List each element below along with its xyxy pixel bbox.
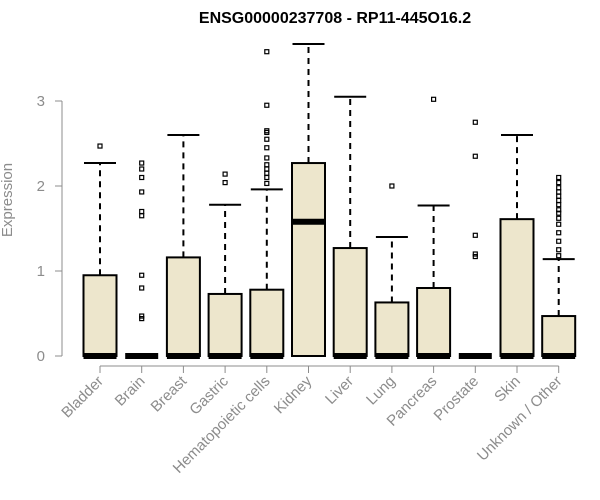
box-group (499, 134, 535, 359)
outlier-point (264, 102, 270, 108)
outlier-point (264, 180, 270, 187)
y-axis-label: Expression (0, 163, 16, 237)
outlier-point (556, 207, 562, 213)
box (374, 301, 410, 358)
outlier-point (139, 285, 145, 291)
outlier-point (556, 197, 562, 204)
outlier-point (222, 180, 228, 186)
y-tick-label: 2 (37, 178, 45, 195)
outlier-point (264, 136, 270, 142)
x-tick-label: Kidney (271, 372, 316, 417)
outlier-point (556, 221, 562, 227)
x-tick-label: Liver (322, 373, 357, 408)
outlier-point (139, 189, 145, 195)
outlier-point (556, 185, 562, 191)
outlier-point (139, 208, 145, 215)
x-tick-label: Brain (112, 373, 149, 410)
box-group (291, 43, 326, 357)
outlier-point (264, 162, 270, 168)
box-group (82, 143, 118, 359)
box-group (541, 174, 577, 359)
x-tick-label: Prostate (431, 373, 483, 425)
outlier-point (139, 272, 145, 278)
outlier-point (472, 251, 478, 257)
y-tick-label: 1 (37, 263, 45, 280)
outlier-point (139, 166, 145, 172)
outlier-point (556, 215, 562, 221)
outlier-point (222, 171, 228, 177)
outlier-point (556, 247, 562, 253)
outlier-point (556, 210, 562, 216)
chart-title: ENSG00000237708 - RP11-445O16.2 (199, 10, 471, 27)
outlier-point (472, 232, 478, 238)
box-group (374, 183, 410, 359)
outlier-point (472, 153, 478, 159)
outlier-point (556, 202, 562, 208)
y-tick-label: 0 (37, 348, 45, 365)
x-tick-label: Bladder (58, 373, 107, 422)
y-tick-label: 3 (37, 93, 45, 110)
outlier-point (556, 238, 562, 244)
box-group (165, 134, 201, 359)
box (82, 274, 118, 357)
y-axis: 0 1 2 3 (37, 93, 63, 365)
box (332, 247, 368, 357)
box-group (207, 171, 243, 359)
outlier-point (264, 174, 270, 181)
outlier-point (139, 160, 145, 166)
outlier-point (139, 313, 145, 319)
box (416, 287, 452, 357)
box (499, 218, 535, 357)
plot-area (82, 43, 577, 359)
outlier-point (556, 174, 562, 181)
outlier-point (556, 193, 562, 199)
outlier-point (264, 155, 270, 161)
box (207, 292, 243, 358)
outlier-point (264, 128, 270, 134)
box (291, 162, 326, 357)
outlier-point (556, 189, 562, 195)
outlier-point (556, 180, 562, 186)
box-group (125, 160, 159, 359)
outlier-point (139, 213, 145, 219)
outlier-point (389, 183, 395, 189)
box-group (458, 119, 492, 359)
outlier-point (264, 145, 270, 151)
outlier-point (264, 49, 270, 55)
outlier-point (556, 230, 562, 236)
box-group (249, 49, 285, 359)
box (541, 315, 577, 357)
x-tick-label: Skin (491, 373, 524, 406)
outlier-point (97, 143, 103, 149)
outlier-point (264, 170, 270, 176)
x-tick-label: Lung (363, 373, 399, 409)
x-tick-label: Breast (148, 372, 191, 415)
box-group (416, 96, 452, 359)
box (249, 288, 285, 358)
outlier-point (139, 174, 145, 181)
box-group (332, 95, 368, 359)
outlier-point (556, 253, 562, 259)
outlier-point (472, 119, 478, 125)
outlier-point (431, 96, 437, 102)
box (165, 256, 201, 357)
outlier-point (264, 166, 270, 172)
